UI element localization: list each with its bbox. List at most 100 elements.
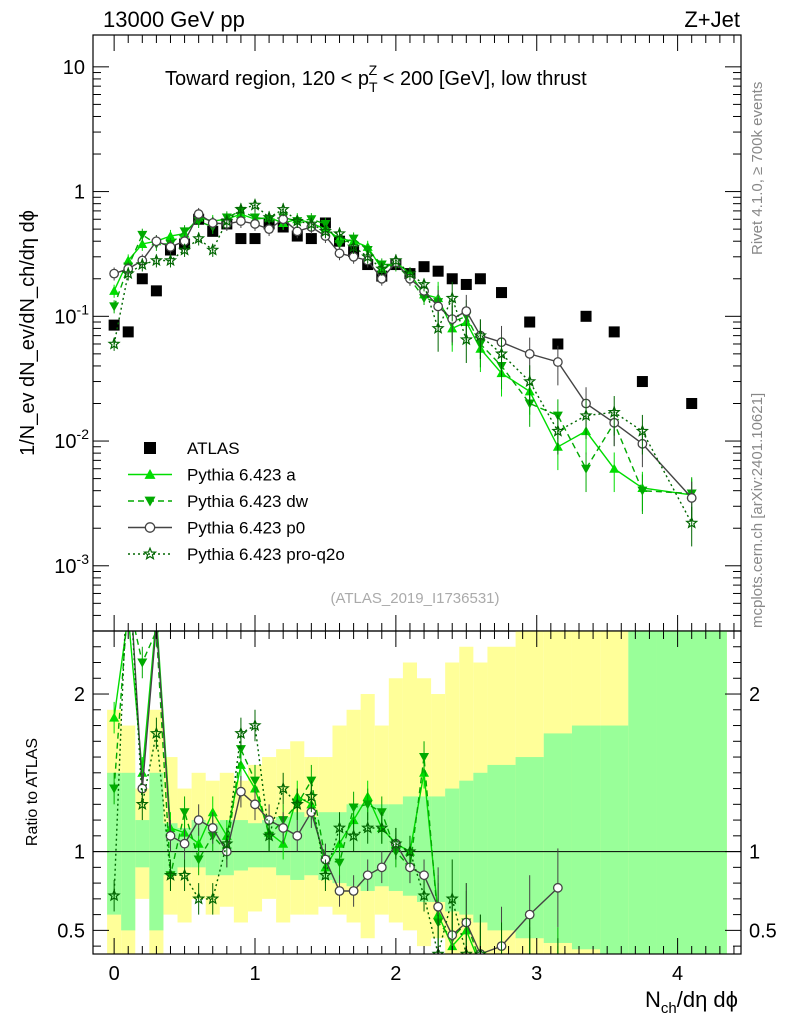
data-point [461,306,472,317]
x-axis-label: Nch/dη dϕ [645,987,738,1017]
x-tick-label: 2 [390,963,401,985]
main-panel: 10 1 10-1 10-2 10-3 Toward region, 120 < pTZ… [17,34,742,632]
data-point [332,226,347,240]
data-point [109,285,120,295]
band-green [135,820,150,868]
data-point [431,321,445,334]
data-point [320,219,331,229]
ratio-point [553,981,563,990]
ratio-point [193,855,204,865]
x-tick-label: 3 [531,963,542,985]
band-green [304,816,319,876]
data-point [446,273,458,285]
ratio-point [123,547,133,557]
data-point [235,233,247,245]
data-point [137,238,148,248]
data-point [635,424,649,437]
data-point [581,464,592,474]
y-tick-label: 10-3 [54,551,89,578]
ratio-point [417,888,431,902]
ratio-point [137,767,148,777]
data-point [419,294,430,304]
ratio-point [290,797,304,810]
ratio-point [376,862,387,873]
ratio-point [389,836,403,850]
data-point [123,255,134,265]
ratio-point [375,821,389,834]
ratio-axis-ticks: 2 2 1 1 0.5 0.5 0 1 2 3 4 [57,631,777,985]
data-point [304,217,318,230]
ratio-y-tick-label: 1 [74,842,85,864]
ratio-point [431,947,445,954]
data-point [262,210,276,224]
data-point [149,253,164,267]
band-green [233,820,248,871]
ratio-point [553,963,563,972]
data-point [165,231,176,241]
ratio-point [250,776,260,786]
x-axis-label-sub: ch [661,1000,677,1017]
data-point [523,374,537,388]
data-point [236,216,246,226]
band-green [600,725,629,954]
ratio-point [109,784,120,794]
ratio-point [135,797,149,810]
ratio-line [113,631,479,954]
ratio-uncertainty-bands [107,631,727,954]
data-point [460,278,472,290]
ratio-point [192,891,206,905]
data-point [579,408,593,422]
data-point [334,248,345,259]
ratio-point [109,712,120,722]
data-point [459,332,473,346]
ratio-point [304,789,318,803]
ratio-point [362,870,373,881]
ratio-point [165,830,176,841]
data-point [250,219,260,229]
main-series-group [107,198,699,547]
x-tick-label: 0 [109,963,120,985]
data-point [121,266,135,280]
data-point [206,243,220,256]
data-point [248,198,262,211]
ratio-point [248,718,262,732]
ratio-point [124,548,133,557]
legend-label: Pythia 6.423 dw [187,492,309,511]
data-point [552,357,563,367]
data-point [403,266,417,280]
ratio-point [445,891,459,905]
ratio-point [278,823,289,833]
series-0 [108,213,698,409]
data-point [109,268,120,279]
ratio-point [475,958,485,967]
data-point [292,226,303,237]
series-line [113,213,693,499]
data-point [151,236,162,247]
ratio-point [276,781,290,795]
ratio-point [419,753,430,763]
band-green [628,631,657,954]
legend-marker [144,469,156,479]
y-tick-label: 1 [74,182,85,204]
ratio-point [149,726,164,740]
ratio-series-group [107,547,563,990]
ratio-point [497,964,507,973]
ratio-point [207,823,218,833]
main-title: Toward region, 120 < pTZ < 200 [GeV], lo… [165,62,587,95]
data-point [445,291,459,304]
ratio-ylabel: Ratio to ATLAS [24,738,41,846]
band-green [445,788,460,912]
energy-label: 13000 GeV pp [103,7,245,32]
ratio-point [433,901,444,912]
data-point [609,463,620,473]
ratio-point [163,868,178,881]
ratio-point [497,969,507,978]
data-point [122,326,134,338]
ratio-point [207,807,218,817]
data-point [607,405,621,418]
ratio-point [250,799,260,810]
data-point [474,273,486,285]
legend: ATLAS Pythia 6.423 a Pythia 6.423 dw Pythia… [128,439,345,564]
ratio-point [262,828,276,842]
